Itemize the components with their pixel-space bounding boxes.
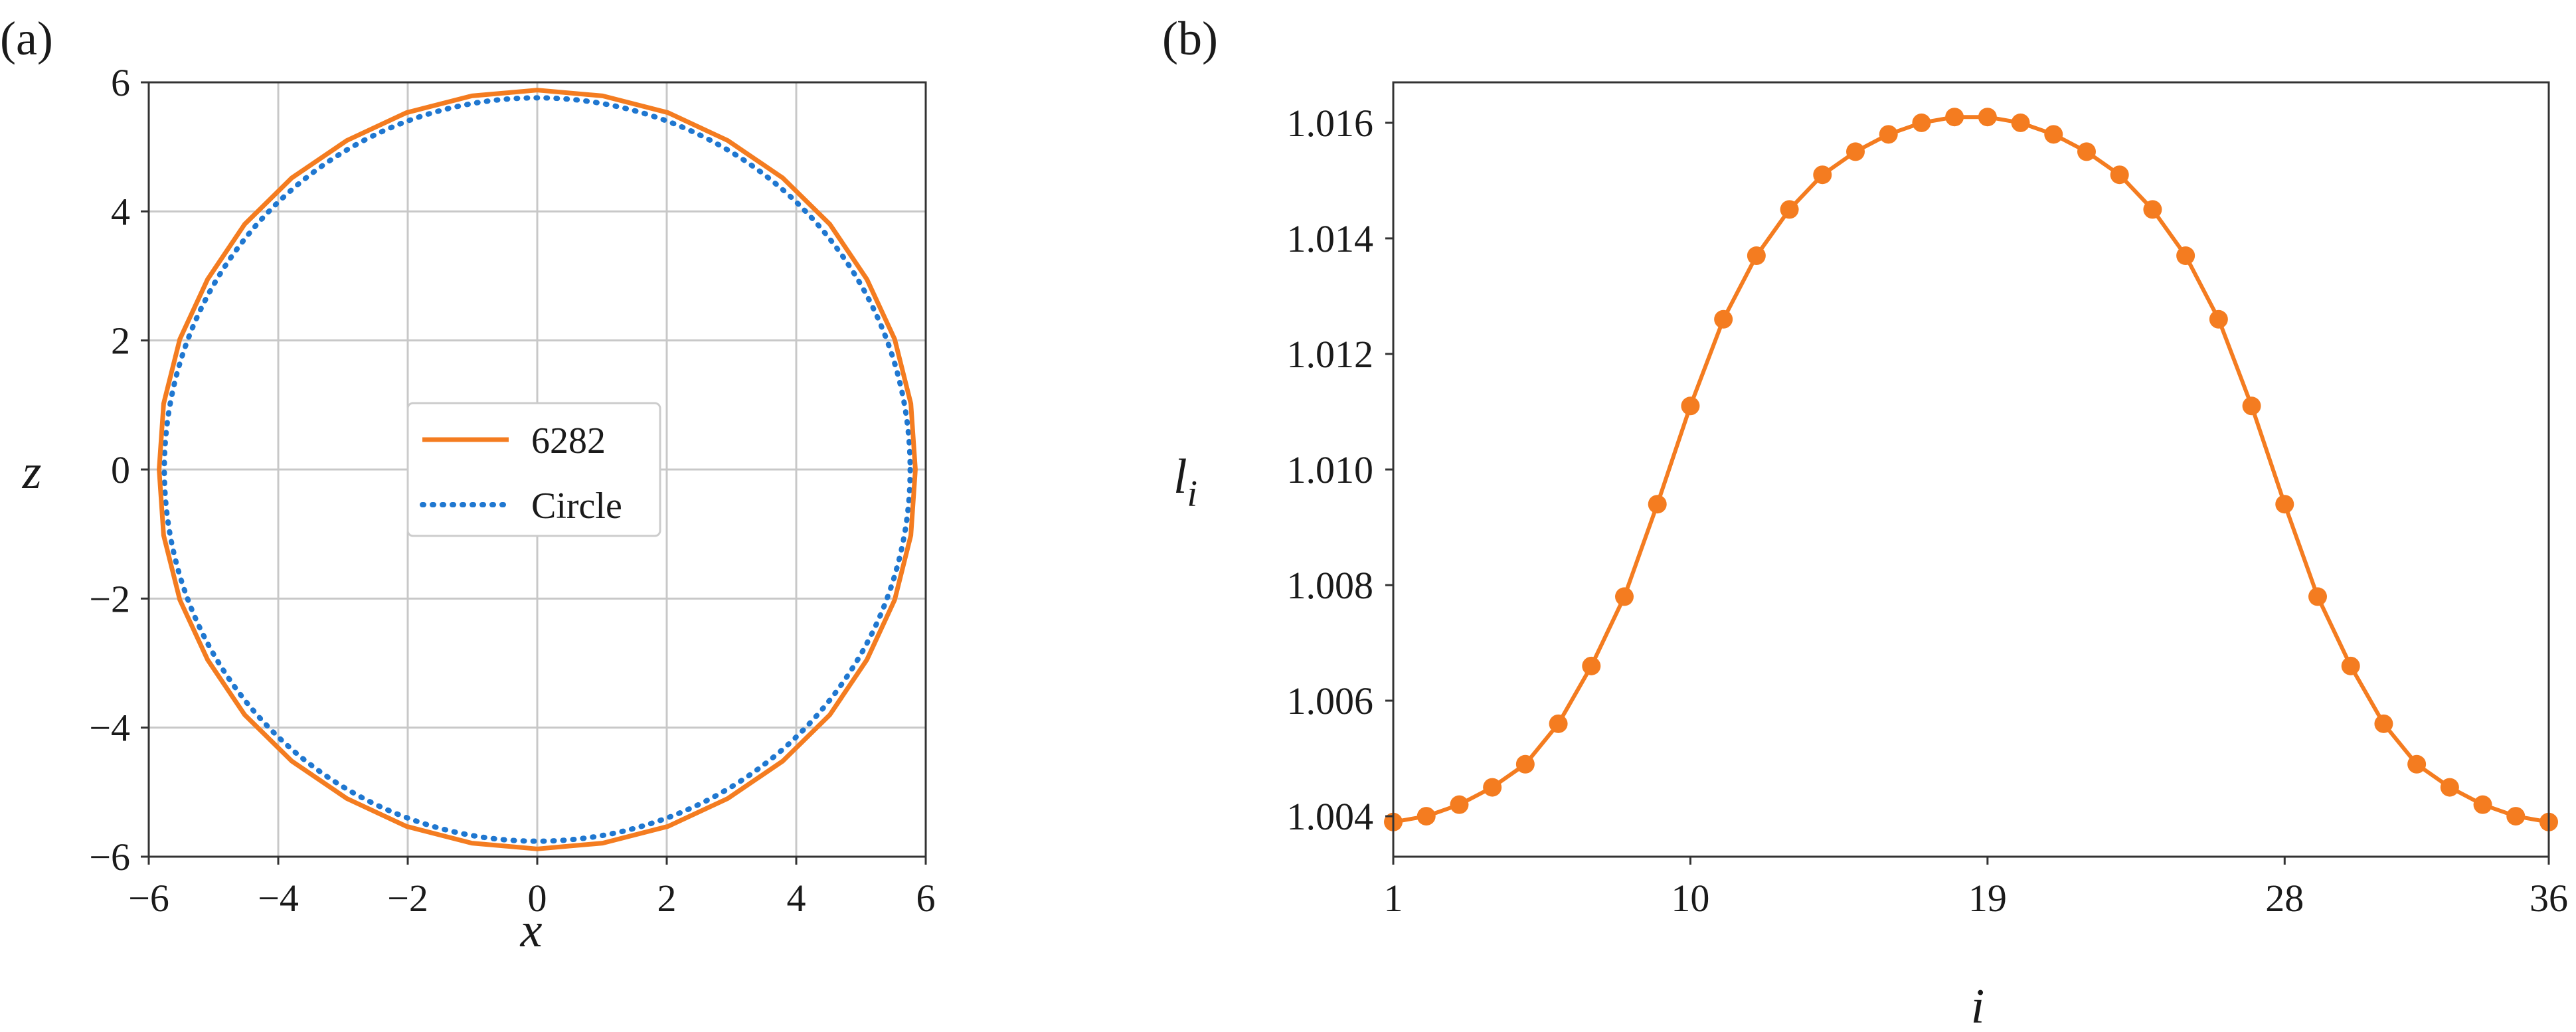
panel-b-data-point	[1681, 396, 1700, 416]
panel-a-y-tick-label: −4	[89, 707, 130, 750]
panel-b-data-point	[1912, 113, 1931, 132]
panel-b-data-point	[2110, 165, 2129, 185]
panel-b-data-point	[2242, 396, 2261, 416]
panel-b-data-point	[1945, 108, 1964, 127]
panel-b-y-tick-label: 1.006	[1287, 679, 1374, 723]
panel-b-data-point	[2209, 309, 2228, 329]
panel-b-data-point	[2143, 200, 2162, 219]
panel-b-data-point	[2374, 714, 2393, 733]
panel-a-y-axis-label: z	[22, 445, 42, 499]
panel-b-data-point	[1582, 656, 1601, 675]
panel-b-data-point	[1978, 108, 1997, 127]
panel-b-frame	[1392, 81, 2550, 858]
panel-a-y-tick-label: 6	[111, 61, 130, 104]
panel-b-data-point	[2407, 754, 2427, 774]
panel-b-x-tick-label: 28	[2265, 877, 2304, 920]
panel-a-x-tick-label: 0	[528, 877, 547, 920]
panel-b-data-point	[2011, 113, 2030, 132]
panel-a-legend: 6282 Circle	[406, 402, 661, 537]
panel-b-ticks: 1 10 19 28 36 1.004 1.006 1.008 1.010 1.012 1.014 1…	[1287, 102, 2569, 920]
panel-a-ticks: −6 −4 −2 0 2 4 6 −6 −4 −2 0 2 4 6	[89, 61, 935, 920]
panel-b-data-point	[1780, 200, 1799, 219]
panel-b-length-plot: (b) 1 10 19 28 36 1.004 1.006 1.008 1.010 1.012 1.…	[1162, 12, 2568, 1032]
panel-b-data-point	[2077, 142, 2096, 161]
panel-b-x-tick-label: 10	[1671, 877, 1709, 920]
panel-b-y-axis-symbol: l	[1173, 450, 1187, 504]
panel-a-y-tick-label: 4	[111, 190, 130, 233]
panel-b-data-point	[2341, 656, 2360, 675]
panel-b-data-point	[1417, 807, 1436, 826]
panel-b-data-point	[2473, 795, 2492, 814]
panel-a-x-tick-label: 2	[657, 877, 677, 920]
panel-a-x-tick-label: −4	[258, 877, 299, 920]
panel-b-data-point	[2176, 246, 2195, 266]
panel-b-y-tick-label: 1.016	[1287, 102, 1374, 145]
panel-a-grid	[149, 82, 926, 857]
series-6282-line	[157, 88, 918, 851]
panel-b-data-point	[2308, 587, 2327, 606]
panel-b-data-point	[1747, 246, 1766, 266]
panel-a-x-tick-label: 6	[916, 877, 936, 920]
panel-b-x-axis-label: i	[1971, 980, 1985, 1032]
panel-b-data-point	[1615, 587, 1634, 606]
panel-b-data-point	[1450, 795, 1469, 814]
panel-a-x-tick-label: −6	[128, 877, 169, 920]
panel-a-x-tick-label: −2	[387, 877, 428, 920]
panel-a-y-tick-label: −6	[89, 835, 130, 879]
panel-a-x-tick-label: 4	[787, 877, 806, 920]
panel-b-data-point	[1879, 125, 1898, 144]
panel-b-label: (b)	[1162, 12, 1218, 65]
panel-b-y-tick-label: 1.012	[1287, 333, 1374, 376]
panel-a-y-tick-label: 0	[111, 448, 130, 491]
panel-b-y-tick-label: 1.014	[1287, 217, 1374, 260]
panel-b-series	[1384, 108, 2558, 831]
legend-circle-label: Circle	[531, 485, 622, 527]
panel-a-series	[157, 88, 918, 851]
panel-b-y-axis-label: li	[1173, 450, 1197, 515]
panel-b-data-point	[1549, 714, 1568, 733]
circle-series-line	[161, 95, 913, 844]
panel-b-data-point	[1846, 142, 1865, 161]
panel-b-y-tick-label: 1.004	[1287, 795, 1374, 838]
panel-b-y-axis-subscript: i	[1187, 473, 1198, 515]
panel-b-x-tick-label: 19	[1968, 877, 2007, 920]
panel-a-x-axis-label: x	[520, 903, 543, 958]
legend-6282-label: 6282	[531, 420, 606, 462]
panel-b-data-point	[1648, 495, 1667, 514]
panel-b-y-tick-label: 1.008	[1287, 564, 1374, 607]
panel-b-data-point	[2440, 778, 2459, 797]
panel-b-data-point	[1714, 309, 1733, 329]
panel-b-data-point	[1813, 165, 1832, 185]
panel-b-series-line	[1393, 115, 2549, 824]
panel-b-data-point	[1515, 754, 1535, 774]
panel-b-x-tick-label: 1	[1384, 877, 1403, 920]
panel-b-x-tick-label: 36	[2530, 877, 2568, 920]
panel-b-data-point	[1483, 778, 1502, 797]
panel-b-data-point	[2275, 495, 2294, 514]
panel-b-data-point	[2044, 125, 2063, 144]
panel-b-data-point	[2506, 807, 2526, 826]
panel-b-y-tick-label: 1.010	[1287, 448, 1374, 491]
panel-a-circle-plot: (a) −6 −4 −2 0 2 4 6 −6 −4 −2 0 2 4 6 x z 6282 Circle	[0, 12, 936, 958]
panel-a-y-tick-label: −2	[89, 577, 130, 620]
panel-a-y-tick-label: 2	[111, 319, 130, 363]
panel-a-label: (a)	[0, 12, 53, 65]
